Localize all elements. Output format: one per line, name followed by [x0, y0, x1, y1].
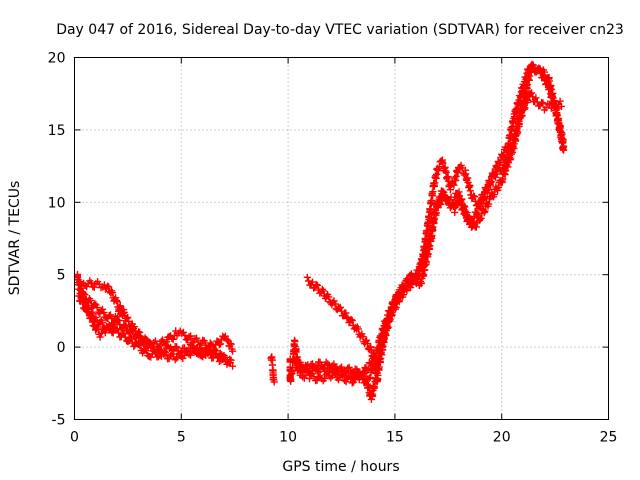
x-tick-label: 20: [493, 430, 511, 446]
y-tick-label: -5: [52, 413, 66, 429]
y-tick-label: 15: [48, 123, 66, 139]
marker-group: [295, 61, 568, 382]
y-tick-label: 10: [48, 195, 66, 211]
marker-group: [303, 273, 382, 386]
y-tick-label: 0: [57, 340, 66, 356]
x-tick-label: 0: [70, 430, 79, 446]
x-tick-label: 10: [279, 430, 297, 446]
series-track-5: [267, 353, 278, 386]
series-track-3: [75, 285, 237, 355]
y-tick-label: 20: [48, 51, 66, 67]
series-track-8: [295, 61, 568, 382]
series-track-4: [75, 292, 234, 367]
marker-group: [75, 285, 237, 355]
x-tick-label: 15: [386, 430, 404, 446]
x-axis-label: GPS time / hours: [282, 459, 399, 475]
marker-group: [75, 292, 234, 367]
marker-group: [267, 353, 278, 386]
y-tick-label: 5: [57, 268, 66, 284]
chart-title: Day 047 of 2016, Sidereal Day-to-day VTE…: [56, 22, 624, 38]
y-axis-label: SDTVAR / TECUs: [7, 181, 23, 296]
series-track-9: [303, 273, 382, 386]
x-tick-label: 25: [600, 430, 618, 446]
data-markers: [73, 60, 568, 403]
plot-frame: [74, 57, 609, 420]
x-tick-label: 5: [177, 430, 186, 446]
